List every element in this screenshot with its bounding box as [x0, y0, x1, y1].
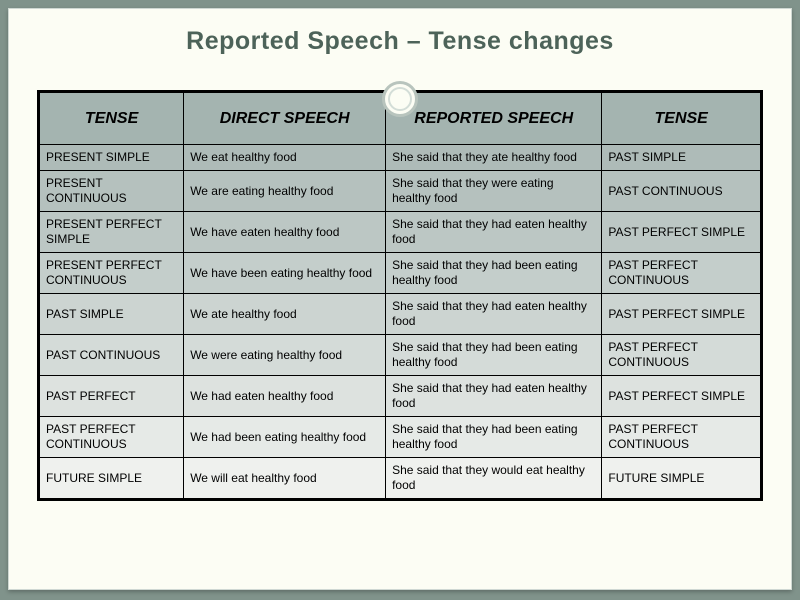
cell-tense-left: PAST SIMPLE — [40, 294, 184, 335]
cell-reported: She said that they had been eating healt… — [386, 335, 602, 376]
cell-reported: She said that they had been eating healt… — [386, 253, 602, 294]
cell-reported: She said that they would eat healthy foo… — [386, 458, 602, 499]
cell-tense-left: PAST CONTINUOUS — [40, 335, 184, 376]
table-body: PRESENT SIMPLEWe eat healthy foodShe sai… — [40, 145, 761, 499]
col-header-reported: REPORTED SPEECH — [386, 93, 602, 145]
cell-tense-right: PAST PERFECT SIMPLE — [602, 294, 761, 335]
cell-reported: She said that they had eaten healthy foo… — [386, 376, 602, 417]
cell-direct: We had been eating healthy food — [184, 417, 386, 458]
cell-tense-left: PRESENT SIMPLE — [40, 145, 184, 171]
table-row: PAST PERFECTWe had eaten healthy foodShe… — [40, 376, 761, 417]
cell-tense-left: PRESENT PERFECT CONTINUOUS — [40, 253, 184, 294]
cell-direct: We are eating healthy food — [184, 171, 386, 212]
cell-tense-right: PAST PERFECT CONTINUOUS — [602, 253, 761, 294]
cell-reported: She said that they were eating healthy f… — [386, 171, 602, 212]
cell-tense-right: PAST PERFECT CONTINUOUS — [602, 417, 761, 458]
cell-tense-right: PAST SIMPLE — [602, 145, 761, 171]
table-row: PRESENT SIMPLEWe eat healthy foodShe sai… — [40, 145, 761, 171]
cell-direct: We had eaten healthy food — [184, 376, 386, 417]
cell-direct: We have been eating healthy food — [184, 253, 386, 294]
tense-table: TENSE DIRECT SPEECH REPORTED SPEECH TENS… — [39, 92, 761, 499]
cell-tense-right: PAST PERFECT SIMPLE — [602, 212, 761, 253]
page-title: Reported Speech – Tense changes — [37, 27, 763, 56]
cell-direct: We have eaten healthy food — [184, 212, 386, 253]
cell-tense-left: PAST PERFECT CONTINUOUS — [40, 417, 184, 458]
tense-table-wrap: TENSE DIRECT SPEECH REPORTED SPEECH TENS… — [37, 90, 763, 501]
cell-reported: She said that they ate healthy food — [386, 145, 602, 171]
cell-direct: We ate healthy food — [184, 294, 386, 335]
table-row: PAST SIMPLEWe ate healthy foodShe said t… — [40, 294, 761, 335]
table-row: PRESENT PERFECT CONTINUOUSWe have been e… — [40, 253, 761, 294]
table-row: PRESENT CONTINUOUSWe are eating healthy … — [40, 171, 761, 212]
decorative-ring-icon — [382, 81, 418, 117]
col-header-tense-left: TENSE — [40, 93, 184, 145]
table-row: PRESENT PERFECT SIMPLEWe have eaten heal… — [40, 212, 761, 253]
cell-reported: She said that they had been eating healt… — [386, 417, 602, 458]
cell-tense-right: PAST CONTINUOUS — [602, 171, 761, 212]
slide: Reported Speech – Tense changes TENSE DI… — [8, 8, 792, 590]
cell-tense-left: PAST PERFECT — [40, 376, 184, 417]
cell-tense-right: PAST PERFECT SIMPLE — [602, 376, 761, 417]
table-row: FUTURE SIMPLEWe will eat healthy foodShe… — [40, 458, 761, 499]
cell-direct: We will eat healthy food — [184, 458, 386, 499]
cell-tense-left: PRESENT PERFECT SIMPLE — [40, 212, 184, 253]
cell-tense-right: PAST PERFECT CONTINUOUS — [602, 335, 761, 376]
cell-tense-right: FUTURE SIMPLE — [602, 458, 761, 499]
cell-tense-left: PRESENT CONTINUOUS — [40, 171, 184, 212]
col-header-direct: DIRECT SPEECH — [184, 93, 386, 145]
cell-tense-left: FUTURE SIMPLE — [40, 458, 184, 499]
cell-reported: She said that they had eaten healthy foo… — [386, 212, 602, 253]
cell-direct: We were eating healthy food — [184, 335, 386, 376]
col-header-tense-right: TENSE — [602, 93, 761, 145]
table-row: PAST PERFECT CONTINUOUSWe had been eatin… — [40, 417, 761, 458]
cell-reported: She said that they had eaten healthy foo… — [386, 294, 602, 335]
cell-direct: We eat healthy food — [184, 145, 386, 171]
table-row: PAST CONTINUOUSWe were eating healthy fo… — [40, 335, 761, 376]
